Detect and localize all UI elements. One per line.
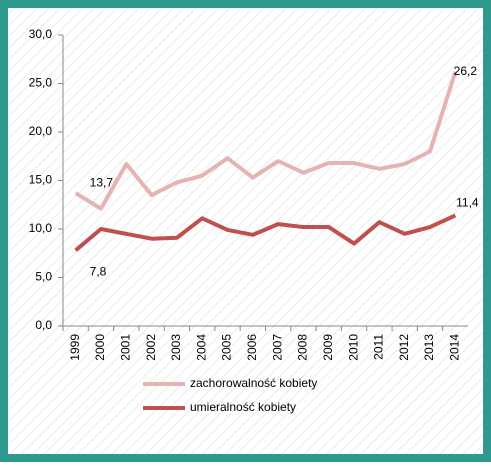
legend-label: umieralność kobiety [190,400,296,414]
series-line [74,213,457,252]
legend-label: zachorowalność kobiety [190,376,317,390]
y-tick-label: 5,0 [35,270,52,284]
y-tick-label: 20,0 [29,124,53,138]
y-tick-label: 15,0 [29,173,53,187]
x-tick-label: 2002 [144,334,158,361]
x-tick-label: 2006 [245,334,259,361]
y-tick-label: 10,0 [29,221,53,235]
x-tick-label: 2008 [296,334,310,361]
x-tick-label: 2004 [194,334,208,361]
x-tick-label: 1999 [68,334,82,361]
x-tick-label: 2005 [220,334,234,361]
data-label: 7,8 [90,265,107,279]
data-label: 13,7 [90,175,114,189]
data-label: 26,2 [454,64,478,78]
x-tick-label: 2010 [346,334,360,361]
y-tick-label: 30,0 [29,27,53,41]
x-tick-label: 2003 [169,334,183,361]
x-tick-label: 2011 [372,334,386,360]
y-tick-label: 25,0 [29,76,53,90]
x-tick-label: 2012 [397,334,411,361]
x-tick-label: 2014 [448,334,462,361]
x-tick-label: 2007 [270,334,284,361]
series-line [74,71,458,211]
y-tick-label: 0,0 [35,318,52,332]
x-tick-label: 2013 [422,334,436,361]
x-tick-label: 2000 [93,334,107,361]
x-tick-label: 2009 [321,334,335,361]
x-tick-label: 2001 [118,334,132,361]
data-label: 11,4 [456,196,479,210]
